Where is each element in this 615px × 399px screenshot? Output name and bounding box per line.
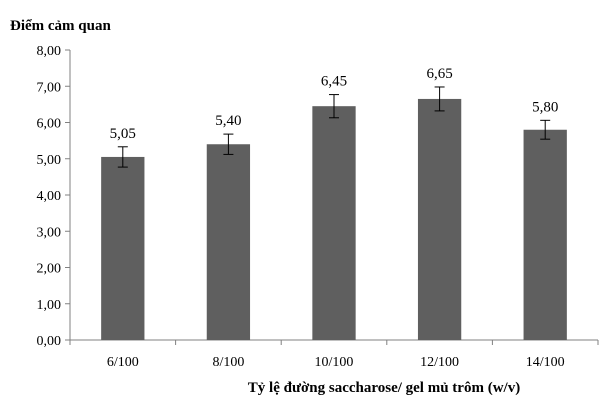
data-label: 6,65 <box>426 66 452 82</box>
y-axis: 0,00 1,00 2,00 3,00 4,00 5,00 6,00 7,00 8,00 <box>37 44 71 349</box>
x-tick-label: 12/100 <box>420 355 459 370</box>
x-tick-label: 6/100 <box>107 355 139 370</box>
x-axis: 6/100 8/100 10/100 12/100 14/100 <box>69 339 599 370</box>
data-label: 5,80 <box>532 99 558 115</box>
bar <box>523 129 567 340</box>
y-axis-title: Điểm cảm quan <box>10 18 111 34</box>
data-label: 5,40 <box>215 113 241 129</box>
y-tick-label: 0,00 <box>37 334 62 349</box>
y-tick-label: 6,00 <box>37 117 62 132</box>
y-tick-label: 1,00 <box>37 298 62 313</box>
y-tick-label: 7,00 <box>37 80 62 95</box>
x-tick-label: 8/100 <box>212 355 244 370</box>
bar <box>101 156 145 340</box>
x-tick-label: 10/100 <box>315 355 354 370</box>
y-tick-label: 5,00 <box>37 153 62 168</box>
bars: 5,05 5,40 6,45 6,65 5,80 <box>101 66 567 340</box>
data-label: 6,45 <box>321 74 347 90</box>
y-tick-label: 8,00 <box>37 44 62 59</box>
y-tick-label: 2,00 <box>37 262 62 277</box>
bar <box>206 144 251 340</box>
bar <box>312 106 356 340</box>
data-label: 5,05 <box>110 126 136 142</box>
x-axis-title: Tỷ lệ đường saccharose/ gel mủ trôm (w/v… <box>248 380 520 396</box>
y-tick-label: 4,00 <box>37 189 62 204</box>
x-tick-label: 14/100 <box>526 355 565 370</box>
y-tick-label: 3,00 <box>37 225 62 240</box>
bar <box>417 98 462 340</box>
